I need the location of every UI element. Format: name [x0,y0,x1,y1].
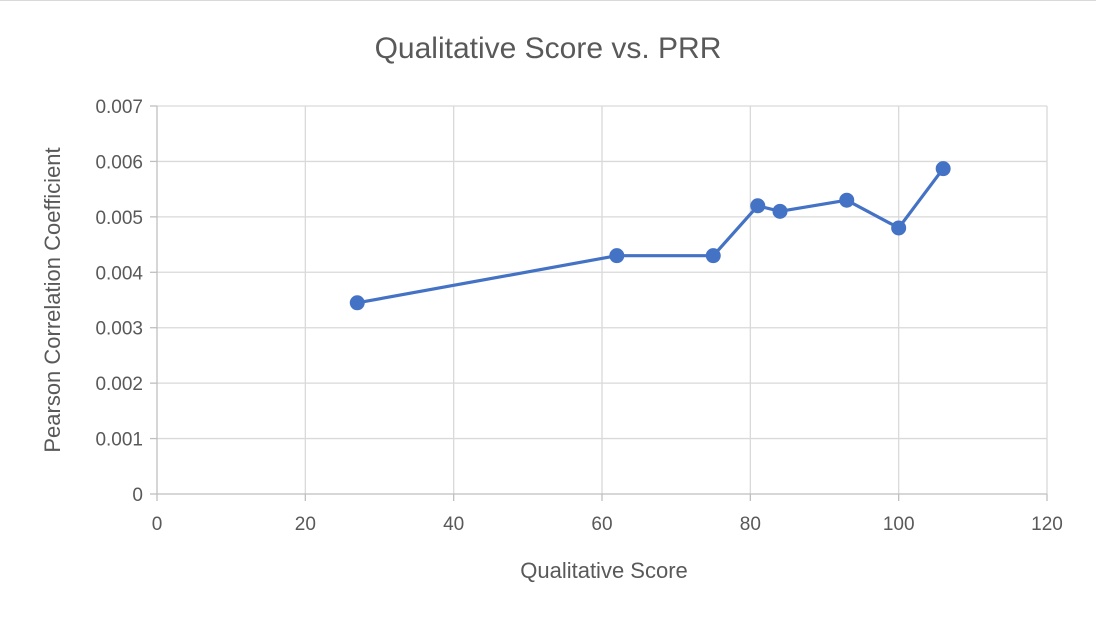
data-point [772,203,788,219]
y-tick-label: 0.007 [95,97,143,118]
x-tick-label: 40 [443,514,464,535]
x-tick-label: 80 [740,514,761,535]
data-point [750,198,766,214]
y-tick-label: 0.002 [95,374,143,395]
x-tick-label: 120 [1031,514,1063,535]
x-tick-label: 20 [295,514,316,535]
y-tick-label: 0.005 [95,208,143,229]
data-point [935,161,951,177]
data-point [705,248,721,264]
data-point [839,192,855,208]
chart-title: Qualitative Score vs. PRR [375,32,722,65]
y-axis-title: Pearson Correlation Coefficient [40,147,65,452]
x-tick-label: 100 [883,514,915,535]
series-line [355,167,945,305]
grid [157,105,1048,494]
data-point [891,220,907,236]
x-axis-title: Qualitative Score [520,558,688,583]
y-tick-label: 0.003 [95,319,143,340]
axes: 0 0.001 0.002 0.003 0.004 0.005 0.006 0.007 0 20 4… [95,97,1062,535]
y-tick-label: 0.006 [95,152,143,173]
y-tick-label: 0 [132,485,143,506]
y-tick-label: 0.004 [95,263,143,284]
x-tick-label: 60 [591,514,612,535]
y-tick-label: 0.001 [95,430,143,451]
top-divider [0,0,1096,1]
x-tick-label: 0 [152,514,163,535]
data-point [609,248,625,264]
series [349,161,951,311]
data-point [349,295,365,311]
